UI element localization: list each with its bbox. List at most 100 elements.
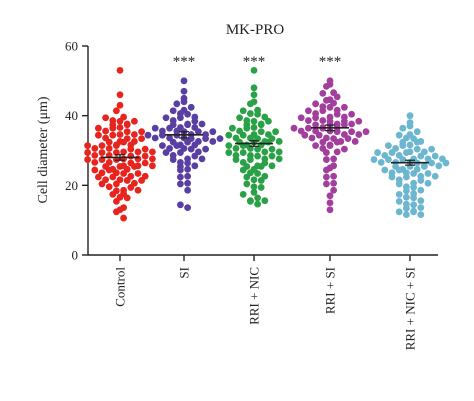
data-point <box>209 128 217 136</box>
data-point <box>239 107 247 115</box>
data-point <box>173 142 181 150</box>
data-point <box>250 84 258 92</box>
chart-title: MK-PRO <box>226 22 285 38</box>
group-0 <box>84 66 156 222</box>
data-point <box>250 91 258 99</box>
data-point <box>177 114 184 122</box>
data-point <box>351 138 359 145</box>
data-point <box>105 145 113 152</box>
data-point <box>275 155 283 163</box>
data-point <box>243 173 251 181</box>
data-point <box>229 124 236 132</box>
data-point <box>191 152 199 160</box>
data-point <box>232 156 240 163</box>
data-point <box>388 173 396 181</box>
data-point <box>326 103 334 111</box>
data-point <box>116 131 124 138</box>
data-point <box>333 93 341 101</box>
data-point <box>109 124 117 132</box>
data-point <box>131 163 138 170</box>
data-point <box>428 159 435 167</box>
data-point <box>120 138 127 146</box>
data-point <box>95 124 102 132</box>
data-point <box>184 186 192 194</box>
data-point <box>151 124 159 132</box>
data-point <box>91 166 99 174</box>
data-point <box>319 117 327 124</box>
data-point <box>385 142 392 150</box>
data-point <box>123 121 131 129</box>
data-point <box>105 183 113 191</box>
data-point <box>116 124 124 131</box>
data-point <box>395 190 403 198</box>
data-point <box>424 179 432 187</box>
data-point <box>141 159 149 167</box>
data-point <box>417 204 425 212</box>
data-point <box>399 142 407 150</box>
data-point <box>91 145 99 152</box>
data-point <box>162 114 170 122</box>
data-point <box>305 107 312 115</box>
data-point <box>202 135 210 143</box>
data-point <box>406 122 414 130</box>
data-point <box>312 100 319 108</box>
data-point <box>254 152 261 160</box>
data-point <box>243 180 251 188</box>
data-point <box>225 131 233 139</box>
data-point <box>149 155 156 163</box>
data-point <box>177 180 184 188</box>
data-point <box>257 121 265 129</box>
data-point <box>177 173 184 181</box>
y-tick-label: 60 <box>65 39 78 54</box>
data-point <box>421 163 428 170</box>
significance-label: *** <box>319 54 342 70</box>
data-point <box>225 149 233 156</box>
data-point <box>417 186 425 194</box>
significance-label: *** <box>243 54 266 70</box>
data-point <box>403 187 410 195</box>
data-point <box>247 100 254 108</box>
data-point <box>395 197 403 205</box>
data-point <box>195 128 202 136</box>
data-point <box>254 110 261 118</box>
data-point <box>159 142 166 150</box>
data-point <box>330 179 337 187</box>
group-2: *** <box>225 54 283 208</box>
y-axis-label: Cell diameter (μm) <box>36 96 51 203</box>
data-point <box>105 166 113 174</box>
data-point <box>395 166 403 174</box>
data-point <box>184 179 192 187</box>
data-point <box>374 149 381 156</box>
data-point <box>250 117 258 125</box>
data-point <box>184 159 192 167</box>
data-point <box>116 101 124 109</box>
data-point <box>305 117 312 124</box>
data-point <box>254 145 261 153</box>
data-point <box>113 197 120 205</box>
data-point <box>239 131 247 139</box>
data-point <box>428 145 435 153</box>
data-point <box>91 151 99 159</box>
data-point <box>319 89 327 97</box>
data-point <box>323 166 330 174</box>
data-point <box>116 163 124 170</box>
data-point <box>275 138 283 145</box>
data-point <box>123 194 131 202</box>
data-point <box>187 145 195 153</box>
y-tick-label: 20 <box>65 178 78 193</box>
data-point <box>239 149 247 156</box>
data-point <box>138 128 146 136</box>
data-point <box>127 145 135 153</box>
data-point <box>180 87 188 95</box>
data-point <box>95 131 102 139</box>
data-point <box>413 128 421 136</box>
data-point <box>250 124 258 131</box>
data-point <box>403 173 410 181</box>
data-point <box>341 121 348 129</box>
data-point <box>138 177 146 184</box>
data-point <box>177 166 184 174</box>
data-point <box>247 156 254 163</box>
data-point <box>98 180 106 188</box>
data-point <box>377 158 385 166</box>
